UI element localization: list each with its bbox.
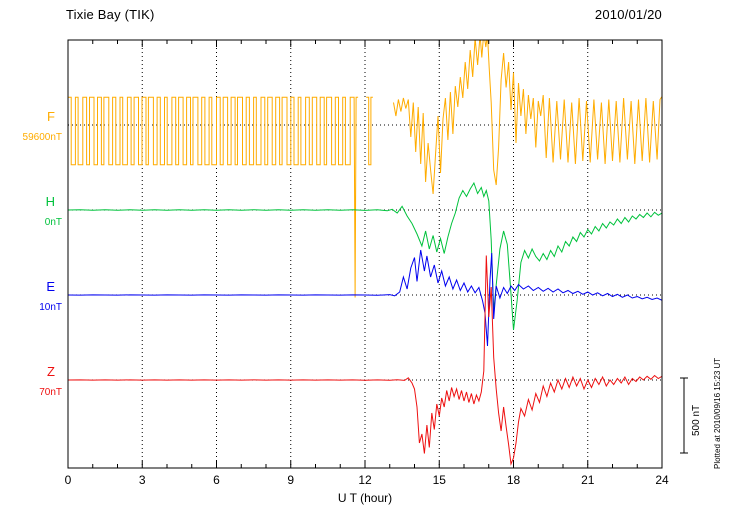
x-tick-label: 21 — [581, 473, 595, 487]
x-tick-label: 24 — [655, 473, 669, 487]
station-title: Tixie Bay (TIK) — [66, 7, 155, 22]
series-E-label: E — [46, 279, 55, 294]
series-E-baseline-value: 10nT — [39, 302, 62, 313]
x-tick-label: 0 — [65, 473, 72, 487]
scale-bar-label: 500 nT — [691, 404, 702, 436]
series-Z-label: Z — [47, 364, 55, 379]
x-tick-label: 15 — [433, 473, 447, 487]
plotted-at-note: Plotted at 2010/09/16 15:23 UT — [713, 357, 722, 469]
series-F-label: F — [47, 109, 55, 124]
series-H-label: H — [46, 194, 55, 209]
series-H-baseline-value: 0nT — [45, 217, 62, 228]
series-H-trace — [68, 181, 662, 331]
x-tick-label: 3 — [139, 473, 146, 487]
series-F-baseline-value: 59600nT — [23, 132, 62, 143]
series-E-trace — [68, 249, 662, 347]
series-F-trace — [68, 40, 662, 298]
x-tick-label: 12 — [358, 473, 372, 487]
plot-date: 2010/01/20 — [594, 7, 662, 22]
series-Z-trace — [68, 255, 662, 466]
x-tick-label: 18 — [507, 473, 521, 487]
axis-ticks — [67, 40, 663, 468]
x-axis-title: U T (hour) — [337, 491, 393, 505]
x-tick-label: 9 — [287, 473, 294, 487]
x-tick-label: 6 — [213, 473, 220, 487]
series-Z-baseline-value: 70nT — [39, 387, 62, 398]
